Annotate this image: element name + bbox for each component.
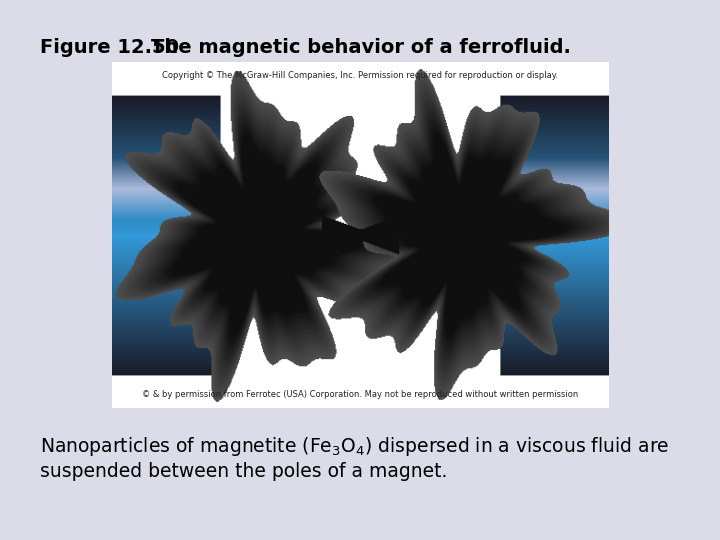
Text: Nanoparticles of magnetite (Fe$_3$O$_4$) dispersed in a viscous fluid are: Nanoparticles of magnetite (Fe$_3$O$_4$)… xyxy=(40,435,669,458)
Text: Copyright © The McGraw-Hill Companies, Inc. Permission required for reproduction: Copyright © The McGraw-Hill Companies, I… xyxy=(162,71,558,80)
Text: suspended between the poles of a magnet.: suspended between the poles of a magnet. xyxy=(40,462,447,481)
Text: © & by permission from Ferrotec (USA) Corporation. May not be reproduced without: © & by permission from Ferrotec (USA) Co… xyxy=(142,390,578,399)
Text: The magnetic behavior of a ferrofluid.: The magnetic behavior of a ferrofluid. xyxy=(151,38,571,57)
Text: Figure 12.50: Figure 12.50 xyxy=(40,38,179,57)
